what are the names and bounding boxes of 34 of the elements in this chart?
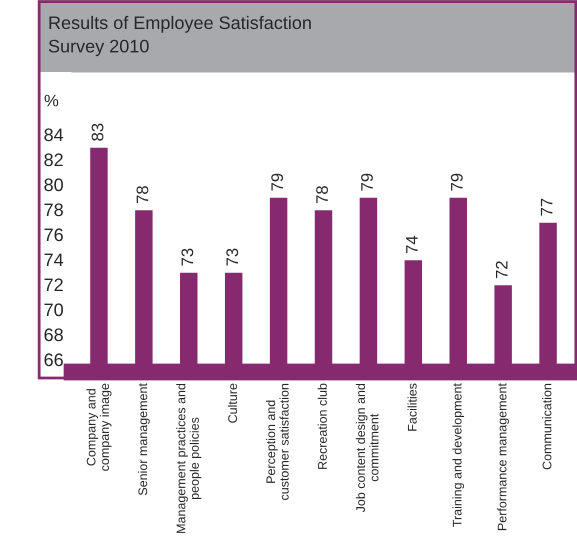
y-axis-title: % xyxy=(44,94,58,106)
chart-title: Results of Employee Satisfaction Survey 2010 xyxy=(48,16,311,56)
y-tick-label: 82 xyxy=(44,153,63,166)
data-label: 78 xyxy=(316,186,328,204)
x-tick-label: Management practices and people policies xyxy=(176,384,202,533)
x-tick-label: Performance management xyxy=(497,383,509,530)
data-label: 79 xyxy=(450,174,463,191)
data-label: 77 xyxy=(540,198,552,216)
y-tick-label: 66 xyxy=(44,353,63,366)
x-tick-label: Perception and customer satisfaction xyxy=(266,384,289,500)
x-tick-label: Company and company image xyxy=(86,384,112,471)
x-tick-label: Training and development xyxy=(452,383,464,527)
y-tick-label: 70 xyxy=(44,303,63,316)
x-tick-label: Recreation club xyxy=(318,384,327,469)
data-label: 78 xyxy=(136,186,148,204)
y-tick-label: 68 xyxy=(44,328,63,342)
data-label: 83 xyxy=(92,124,104,141)
x-tick-label: Facilities xyxy=(407,384,417,431)
x-tick-label: Senior management xyxy=(138,383,150,496)
data-label: 74 xyxy=(406,236,418,254)
data-label: 72 xyxy=(496,261,508,278)
y-tick-label: 84 xyxy=(44,128,64,142)
x-tick-label: Culture xyxy=(228,384,238,423)
y-tick-label: 76 xyxy=(44,228,63,242)
y-tick-label: 80 xyxy=(44,178,63,192)
x-tick-label: Communication xyxy=(542,384,552,470)
data-label: 73 xyxy=(181,248,194,266)
x-tick-label: Job content design and commitment xyxy=(356,384,378,512)
y-tick-label: 74 xyxy=(44,254,64,266)
y-tick-label: 78 xyxy=(44,203,63,216)
data-label: 79 xyxy=(361,174,373,191)
y-tick-label: 72 xyxy=(44,278,63,292)
data-label: 73 xyxy=(226,248,238,266)
data-label: 79 xyxy=(271,174,284,191)
